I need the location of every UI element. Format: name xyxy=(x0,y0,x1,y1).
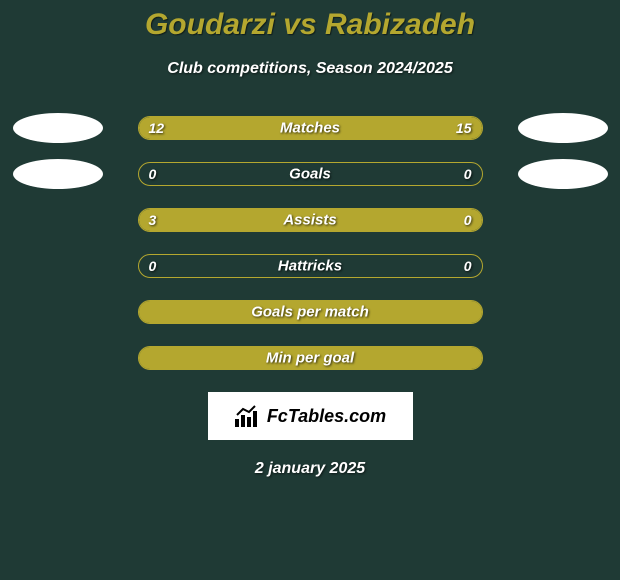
stats-row: 0 Hattricks 0 xyxy=(0,254,620,278)
stat-value-right: 0 xyxy=(464,166,472,182)
stat-value-right: 15 xyxy=(456,120,472,136)
fctables-logo: FcTables.com xyxy=(234,405,386,427)
stat-bar: 0 Goals 0 xyxy=(138,162,483,186)
stats-row: Min per goal xyxy=(0,346,620,370)
stat-bar: Min per goal xyxy=(138,346,483,370)
stats-row: 3 Assists 0 xyxy=(0,208,620,232)
chart-icon xyxy=(234,405,262,427)
stat-value-left: 3 xyxy=(149,212,157,228)
stat-label: Matches xyxy=(280,120,340,137)
page-title: Goudarzi vs Rabizadeh xyxy=(0,8,620,42)
player-avatar-right xyxy=(518,113,608,143)
stats-row: Goals per match xyxy=(0,300,620,324)
stat-value-left: 0 xyxy=(149,258,157,274)
bar-fill-left xyxy=(139,209,403,231)
stat-label: Hattricks xyxy=(278,258,342,275)
stats-row: 0 Goals 0 xyxy=(0,162,620,186)
stats-row: 12 Matches 15 xyxy=(0,116,620,140)
stat-label: Assists xyxy=(283,212,336,229)
stat-bar: Goals per match xyxy=(138,300,483,324)
stat-bar: 3 Assists 0 xyxy=(138,208,483,232)
fctables-text: FcTables.com xyxy=(267,406,386,427)
stat-label: Goals xyxy=(289,166,331,183)
stat-value-right: 0 xyxy=(464,258,472,274)
stat-value-right: 0 xyxy=(464,212,472,228)
stat-value-left: 0 xyxy=(149,166,157,182)
date-label: 2 january 2025 xyxy=(0,460,620,478)
subtitle: Club competitions, Season 2024/2025 xyxy=(0,60,620,78)
stat-bar: 12 Matches 15 xyxy=(138,116,483,140)
stat-label: Goals per match xyxy=(251,304,369,321)
player-avatar-left xyxy=(13,113,103,143)
player-avatar-left xyxy=(13,159,103,189)
stat-bar: 0 Hattricks 0 xyxy=(138,254,483,278)
fctables-badge[interactable]: FcTables.com xyxy=(208,392,413,440)
stat-label: Min per goal xyxy=(266,350,354,367)
player-avatar-right xyxy=(518,159,608,189)
comparison-container: Goudarzi vs Rabizadeh Club competitions,… xyxy=(0,0,620,478)
stat-value-left: 12 xyxy=(149,120,165,136)
stats-container: 12 Matches 15 0 Goals 0 3 Assists 0 0 Hattricks 0 Go… xyxy=(0,116,620,370)
